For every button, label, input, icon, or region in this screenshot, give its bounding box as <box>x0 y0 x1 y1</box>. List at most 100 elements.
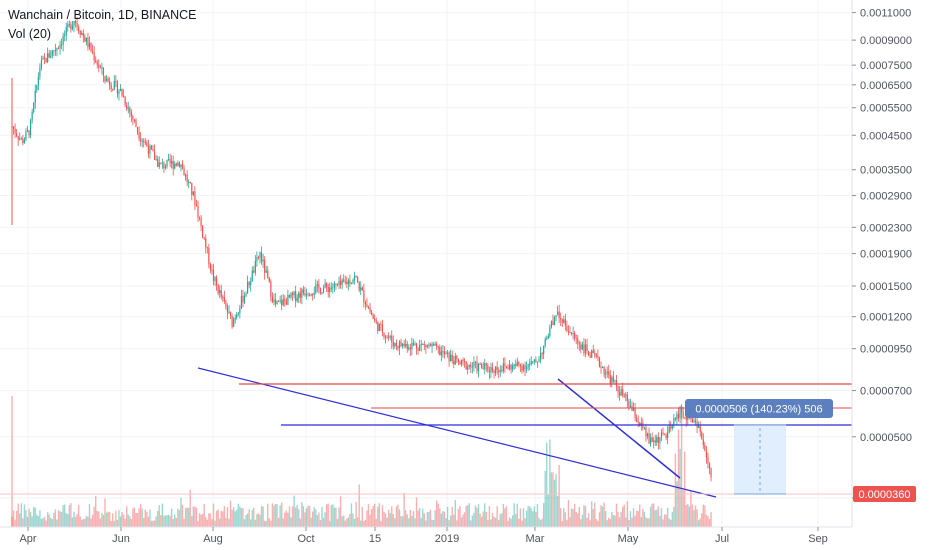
volume-bar <box>236 509 238 527</box>
volume-bar <box>333 507 336 527</box>
volume-bar <box>307 505 309 527</box>
candle-body <box>527 364 529 367</box>
price-axis[interactable]: 0.0011000 0.0009000 0.0007500 0.0006500 0.00… <box>851 0 916 527</box>
candle-body <box>667 432 669 439</box>
candle-body <box>440 351 442 356</box>
candle-body <box>400 341 402 347</box>
volume-bar <box>659 515 661 527</box>
price-tick-label: 0.0002900 <box>860 191 912 203</box>
candle-body <box>450 354 452 362</box>
candle-body <box>198 217 201 219</box>
candle-body <box>99 67 101 69</box>
volume-bar <box>484 503 486 527</box>
volume-bar <box>378 503 381 527</box>
candle-body <box>375 320 377 322</box>
candle-body <box>47 53 49 63</box>
volume-bar <box>490 519 492 527</box>
volume-bar <box>240 508 243 527</box>
volume-bar <box>677 429 680 527</box>
volume-bar <box>553 479 556 527</box>
volume-bar <box>76 513 78 527</box>
candle-body <box>507 367 509 369</box>
candle-body <box>259 252 261 259</box>
candle-body <box>247 282 249 294</box>
volume-bar <box>279 505 281 527</box>
volume-bar <box>671 511 673 527</box>
candle-body <box>202 225 204 238</box>
candle-body <box>251 270 253 282</box>
candle-body <box>264 259 266 273</box>
candle-body <box>588 351 590 356</box>
candle-body <box>301 289 303 298</box>
candle-body <box>591 350 593 358</box>
time-axis[interactable]: Apr Jun Aug Oct 15 2019 Mar May Jul Sep <box>0 526 852 545</box>
candle-body <box>677 413 680 419</box>
volume-bar <box>262 506 264 527</box>
candle-body <box>329 287 331 293</box>
volume-bar <box>662 519 664 527</box>
candle-body <box>353 275 356 280</box>
candle-body <box>282 299 284 306</box>
volume-bar <box>583 505 585 527</box>
volume-bar <box>33 507 35 527</box>
candle-body <box>76 23 78 27</box>
volume-bar <box>203 503 205 527</box>
candle-body <box>96 62 98 65</box>
candle-body <box>239 308 241 314</box>
candle-body <box>307 294 309 296</box>
volume-bar <box>374 503 376 527</box>
candle-body <box>45 58 47 63</box>
candle-body <box>200 218 202 226</box>
candle-body <box>693 420 695 423</box>
volume-bar <box>107 511 109 527</box>
volume-bar <box>104 498 106 527</box>
candle-body <box>412 342 415 345</box>
volume-bar <box>418 507 421 527</box>
volume-bar <box>485 511 487 527</box>
candle-body <box>538 359 540 362</box>
volume-bar <box>287 512 289 527</box>
volume-bar <box>197 520 199 527</box>
volume-bar <box>577 513 579 527</box>
price-tick-label: 0.0002300 <box>860 222 912 234</box>
volume-bar <box>676 481 678 527</box>
volume-bar <box>646 518 649 527</box>
symbol-title[interactable]: Wanchain / Bitcoin, 1D, BINANCE <box>8 8 197 22</box>
candle-body <box>54 50 56 52</box>
candle-body <box>340 280 342 285</box>
volume-bar <box>443 511 446 527</box>
volume-bar <box>77 504 80 527</box>
candle-body <box>116 81 118 94</box>
volume-bar <box>702 504 704 527</box>
volume-bar <box>547 494 549 527</box>
candle-body <box>549 327 551 336</box>
candle-body <box>567 330 570 332</box>
volume-bar <box>428 511 430 527</box>
volume-bar <box>504 508 506 527</box>
volume-bar <box>445 518 447 527</box>
candle-body <box>177 162 179 166</box>
candle-body <box>597 355 599 358</box>
candle-body <box>626 394 628 402</box>
measure-tool[interactable]: 0.0000506 (140.23%) 506 <box>685 399 833 495</box>
candle-body <box>679 406 681 419</box>
volume-bar <box>660 508 663 527</box>
candle-body <box>420 344 422 346</box>
volume-bar <box>237 503 239 527</box>
volume-bar <box>95 496 97 527</box>
candle-body <box>360 287 362 291</box>
candle-body <box>436 343 438 347</box>
candle-body <box>34 90 36 103</box>
volume-bar <box>594 502 596 527</box>
volume-bar <box>420 517 422 527</box>
candle-body <box>384 336 387 338</box>
volume-bar <box>329 520 331 527</box>
candle-body <box>141 140 143 142</box>
volume-bar <box>519 508 522 527</box>
candle-body <box>498 370 500 372</box>
volume-indicator-label[interactable]: Vol (20) <box>8 27 52 41</box>
volume-bar <box>530 508 532 527</box>
candle-body <box>608 371 610 375</box>
candle-body <box>577 338 579 344</box>
